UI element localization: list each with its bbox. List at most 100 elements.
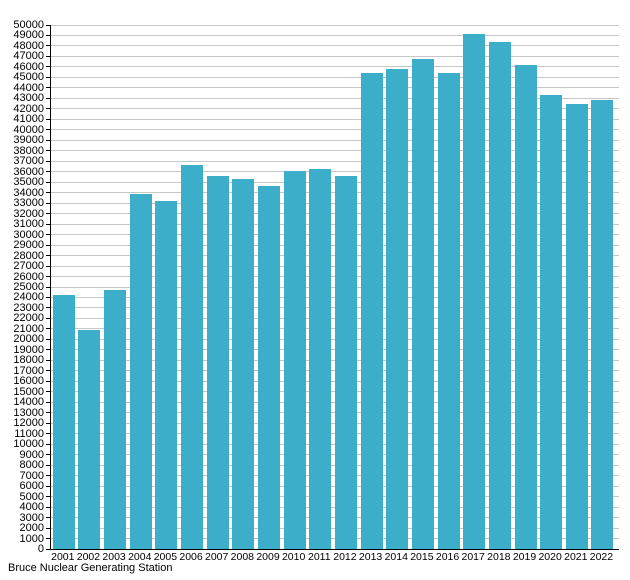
y-tick-mark	[46, 286, 50, 288]
y-axis-tick-label: 28000	[13, 249, 44, 262]
bar-2014	[386, 69, 409, 549]
y-tick-mark	[46, 328, 50, 330]
y-gridline	[51, 150, 619, 152]
y-axis-tick-label: 46000	[13, 60, 44, 73]
y-gridline	[51, 55, 619, 57]
y-tick-mark	[46, 87, 50, 89]
y-axis-tick-label: 35000	[13, 176, 44, 189]
y-tick-mark	[46, 517, 50, 519]
y-axis-tick-label: 2000	[19, 522, 44, 535]
y-axis-tick-label: 33000	[13, 197, 44, 210]
bar-2012	[334, 175, 357, 549]
y-tick-mark	[46, 34, 50, 36]
y-gridline	[51, 160, 619, 162]
y-gridline	[51, 87, 619, 89]
y-axis-tick-label: 4000	[19, 501, 44, 514]
y-tick-mark	[46, 475, 50, 477]
y-axis-tick-label: 30000	[13, 228, 44, 241]
x-axis-tick-label: 2012	[333, 551, 357, 563]
y-tick-mark	[46, 359, 50, 361]
y-tick-mark	[46, 213, 50, 215]
bar-2009	[258, 185, 280, 549]
x-axis-tick-label: 2022	[589, 551, 614, 563]
y-tick-mark	[46, 443, 50, 445]
bar-2010	[283, 170, 306, 549]
y-tick-mark	[46, 401, 50, 403]
y-axis-tick-label: 17000	[13, 364, 44, 377]
x-axis-tick-label: 2008	[230, 551, 255, 563]
y-tick-mark	[46, 24, 50, 26]
y-tick-mark	[46, 485, 50, 487]
x-axis-tick-label: 2013	[358, 551, 383, 563]
y-tick-mark	[46, 548, 50, 550]
y-axis-tick-label: 25000	[13, 281, 44, 293]
y-tick-mark	[46, 244, 50, 246]
bar-2019	[514, 64, 537, 549]
x-axis-tick-label: 2021	[564, 551, 588, 563]
y-axis-tick-label: 18000	[13, 354, 44, 367]
y-tick-mark	[46, 118, 50, 120]
y-axis-tick-label: 42000	[13, 102, 44, 115]
bar-2003	[104, 289, 127, 549]
y-axis-tick-label: 19000	[13, 343, 44, 356]
bar-2011	[309, 168, 332, 549]
y-axis-tick-label: 22000	[13, 312, 44, 325]
y-tick-mark	[46, 496, 50, 498]
bar-2020	[540, 95, 563, 549]
y-tick-mark	[46, 527, 50, 529]
y-axis-tick-label: 38000	[13, 144, 44, 157]
y-axis-tick-label: 27000	[13, 260, 44, 273]
y-tick-mark	[46, 192, 50, 194]
plot-area	[46, 24, 619, 550]
y-tick-mark	[46, 412, 50, 414]
y-axis-tick-label: 11000	[14, 427, 44, 440]
y-axis-tick-label: 20000	[13, 333, 44, 346]
y-axis-tick-label: 34000	[13, 186, 44, 199]
y-tick-mark	[46, 223, 50, 225]
y-tick-mark	[46, 234, 50, 236]
y-tick-mark	[46, 255, 50, 257]
bar-2017	[463, 34, 486, 549]
bar-2001	[52, 294, 75, 549]
y-tick-mark	[46, 97, 50, 99]
x-axis-tick-label: 2015	[410, 551, 434, 563]
y-gridline	[51, 139, 619, 141]
y-tick-mark	[46, 538, 50, 540]
y-tick-mark	[46, 171, 50, 173]
x-axis-tick-label: 2002	[76, 551, 101, 563]
x-axis-tick-label: 2001	[51, 551, 75, 563]
y-axis-tick-label: 13000	[13, 406, 44, 419]
y-tick-mark	[46, 45, 50, 47]
y-axis-tick-label: 12000	[13, 417, 44, 430]
y-axis-tick-label: 49000	[13, 29, 44, 42]
y-axis-tick-label: 5000	[19, 490, 44, 503]
y-axis-tick-label: 7000	[19, 469, 44, 482]
y-gridline	[51, 108, 619, 110]
y-tick-mark	[46, 464, 50, 466]
y-tick-mark	[46, 66, 50, 68]
x-axis-tick-label: 2016	[435, 551, 460, 563]
y-gridline	[51, 24, 619, 26]
x-axis-tick-label: 2009	[256, 551, 280, 563]
y-tick-mark	[46, 391, 50, 393]
y-tick-mark	[46, 160, 50, 162]
y-gridline	[51, 129, 619, 131]
y-axis-tick-label: 40000	[13, 123, 44, 136]
y-tick-mark	[46, 296, 50, 298]
y-tick-mark	[46, 433, 50, 435]
y-axis-tick-label: 50000	[13, 19, 44, 31]
y-tick-mark	[46, 338, 50, 340]
y-axis-tick-label: 41000	[13, 113, 44, 126]
x-axis-tick-label: 2010	[281, 551, 306, 563]
y-gridline	[51, 45, 619, 47]
bar-2007	[206, 175, 229, 549]
y-tick-mark	[46, 349, 50, 351]
bar-2002	[78, 329, 101, 549]
y-axis-tick-label: 32000	[13, 207, 44, 220]
y-axis-tick-label: 24000	[13, 291, 44, 304]
bar-2015	[411, 58, 434, 549]
y-tick-mark	[46, 76, 50, 78]
y-axis-tick-label: 14000	[13, 396, 44, 409]
y-axis-tick-label: 10000	[13, 438, 44, 451]
